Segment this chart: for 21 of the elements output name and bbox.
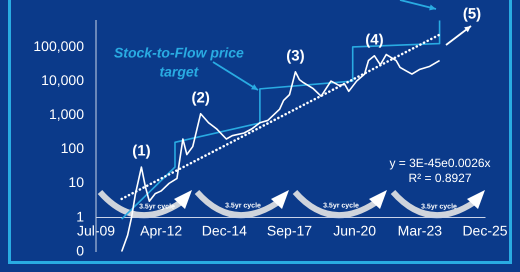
annotation: (4) (365, 31, 384, 48)
y-tick-label: 1 (76, 208, 84, 224)
y-tick-label: 100 (60, 140, 84, 156)
x-tick-label: Mar-23 (398, 222, 442, 239)
y-tick-label: 0 (76, 242, 84, 258)
x-tick-label: Jun-20 (333, 222, 376, 239)
annotation: Stock-to-Flow price target (114, 44, 244, 80)
y-tick-label: 10,000 (41, 72, 84, 88)
annotation: (2) (191, 89, 210, 106)
x-tick-label: Dec-25 (462, 222, 508, 239)
annotation: (3) (286, 48, 305, 64)
annotation: y = 3E-45e0.0026x (389, 156, 491, 170)
y-tick-label: 1,000 (48, 106, 84, 122)
annotation: (5) (462, 6, 482, 22)
x-tick-label: Sep-17 (266, 222, 312, 239)
y-tick-label: 100,000 (33, 38, 84, 54)
x-tick-label: Dec-14 (202, 222, 248, 239)
x-tick-label: Apr-12 (140, 222, 182, 239)
y-tick-label: 10 (68, 174, 84, 190)
annotation: R² = 0.8927 (408, 171, 472, 185)
annotation: (1) (132, 142, 151, 160)
